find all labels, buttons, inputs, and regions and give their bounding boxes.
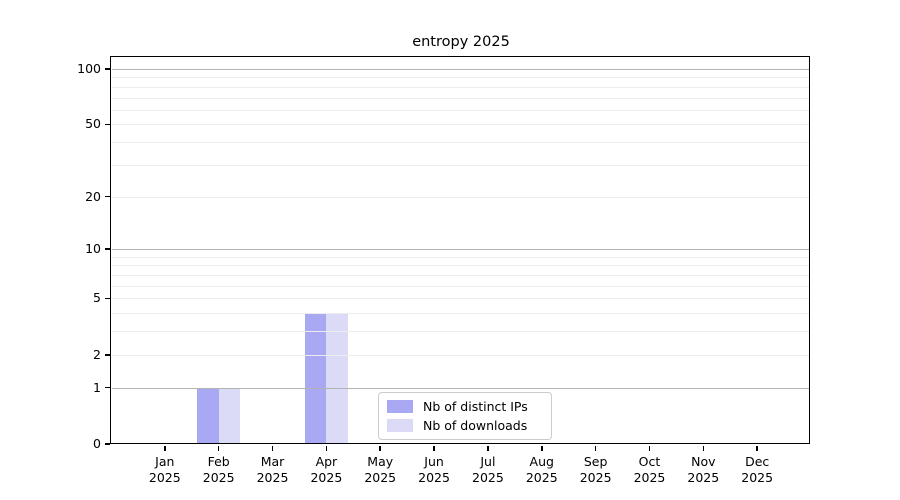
gridline-minor: [112, 109, 810, 111]
y-tick-mark: [105, 386, 110, 389]
gridline-major: [112, 68, 810, 70]
x-tick-label: Jul 2025: [472, 454, 504, 485]
gridline-minor: [112, 124, 810, 126]
x-tick-label: Mar 2025: [256, 454, 289, 485]
x-tick-mark: [379, 445, 382, 451]
gridline-minor: [112, 77, 810, 79]
x-tick-mark: [756, 445, 758, 451]
x-tick-mark: [648, 445, 651, 451]
x-tick-mark: [487, 445, 489, 451]
x-tick-label: Oct 2025: [633, 454, 666, 485]
x-tick-mark: [325, 445, 328, 451]
bar-downloads-feb: [218, 387, 241, 444]
gridline-minor: [112, 298, 810, 300]
legend-row-downloads: Nb of downloads: [387, 418, 543, 433]
y-tick-label: 50: [85, 116, 101, 132]
x-tick-mark: [594, 445, 597, 451]
x-tick-label: Aug 2025: [525, 454, 558, 485]
x-tick-label: Sep 2025: [579, 454, 612, 485]
gridline-minor: [112, 86, 810, 88]
y-tick-label: 0: [93, 436, 101, 451]
gridline-minor: [112, 97, 810, 99]
y-tick-label: 10: [85, 241, 101, 257]
legend-row-distinct-ips: Nb of distinct IPs: [387, 399, 543, 414]
y-tick-mark: [105, 123, 110, 126]
gridline-minor: [112, 331, 810, 333]
x-tick-label: Apr 2025: [310, 454, 343, 485]
y-tick-label: 5: [93, 290, 101, 306]
x-tick-label: Nov 2025: [687, 454, 720, 485]
y-tick-mark: [105, 195, 110, 198]
x-tick-label: Jan 2025: [148, 454, 181, 485]
legend-label-distinct-ips: Nb of distinct IPs: [423, 399, 528, 414]
x-tick-mark: [271, 445, 274, 451]
bar-distinct-ips-apr: [304, 313, 327, 444]
bar-downloads-apr: [326, 313, 348, 444]
y-tick-mark: [105, 297, 110, 300]
y-tick-mark: [105, 443, 110, 445]
gridline-minor: [112, 196, 810, 198]
gridline-minor: [112, 354, 810, 356]
y-tick-mark: [105, 68, 110, 70]
gridline-minor: [112, 256, 810, 258]
plot-area: [110, 56, 811, 445]
gridline-minor: [112, 275, 810, 277]
y-tick-label: 2: [93, 346, 101, 362]
legend-swatch-distinct-ips: [387, 400, 413, 413]
gridline-major: [112, 387, 810, 389]
grid-layer: [112, 58, 810, 444]
bar-distinct-ips-feb: [197, 387, 219, 444]
legend: Nb of distinct IPs Nb of downloads: [378, 392, 552, 440]
x-tick-label: Jun 2025: [418, 454, 450, 485]
gridline-minor: [112, 313, 810, 315]
y-tick-label: 1: [93, 379, 101, 395]
y-tick-label: 20: [85, 188, 101, 204]
x-tick-label: Dec 2025: [741, 454, 774, 485]
gridline-major: [112, 249, 810, 251]
legend-swatch-downloads: [387, 419, 413, 432]
legend-label-downloads: Nb of downloads: [423, 418, 528, 433]
x-tick-mark: [217, 445, 220, 451]
gridline-minor: [112, 265, 810, 267]
x-tick-label: Feb 2025: [202, 454, 235, 485]
gridline-minor: [112, 164, 810, 166]
y-tick-mark: [105, 353, 110, 356]
x-tick-mark: [702, 445, 705, 451]
y-tick-label: 100: [77, 60, 101, 76]
chart-title: entropy 2025: [412, 34, 510, 50]
bars-layer: [112, 58, 810, 444]
x-tick-label: May 2025: [364, 454, 397, 485]
x-tick-mark: [164, 445, 166, 451]
x-tick-mark: [540, 445, 543, 451]
gridline-minor: [112, 285, 810, 287]
gridline-minor: [112, 142, 810, 144]
y-tick-mark: [105, 248, 110, 250]
x-tick-mark: [433, 445, 435, 451]
